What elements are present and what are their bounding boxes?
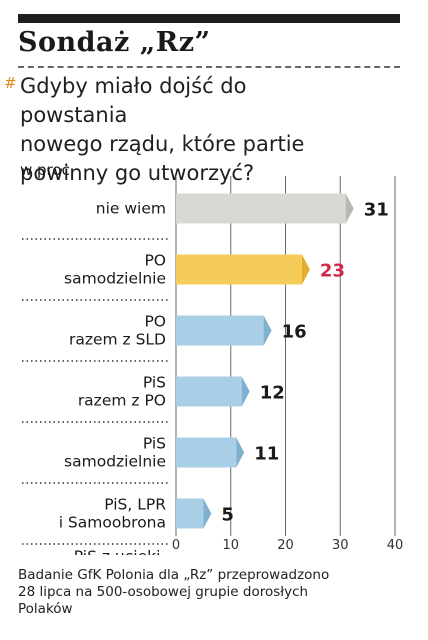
bar [176,193,346,224]
unit-label: w proc. [20,161,75,179]
value-label: 11 [254,444,279,465]
bar [176,498,204,529]
category-label: PO [144,252,166,270]
bar-end [263,315,272,346]
footnote: Badanie GfK Polonia dla „Rz” przeprowadz… [18,567,330,617]
x-tick-label: 40 [387,538,404,553]
dashed-divider [18,66,400,68]
category-label: i Samoobrona [59,514,166,532]
category-label: nie wiem [96,200,166,218]
category-label: PiS, LPR [104,496,166,514]
bar-end [241,376,250,407]
x-tick-label: 30 [332,538,349,553]
value-label: 31 [364,200,389,221]
category-label: PiS [143,435,166,453]
value-label: 16 [282,322,307,343]
bar-end [203,498,212,529]
category-label: razem z SLD [69,331,166,349]
x-tick-label: 10 [222,538,239,553]
value-label: 12 [260,383,285,404]
category-label: samodzielnie [64,270,166,288]
category-label: PiS z ucieki- [74,548,166,556]
bar [176,437,237,468]
page-title: Sondaż „Rz” [18,27,211,58]
top-rule [18,14,400,23]
category-label: PiS [143,374,166,392]
x-tick-label: 0 [172,538,180,553]
category-label: PO [144,313,166,331]
x-tick-label: 20 [277,538,294,553]
bar [176,315,264,346]
bar [176,376,242,407]
value-label: 23 [320,261,345,282]
bar-end [236,437,245,468]
value-label: 5 [221,505,234,526]
bar-end [301,254,310,285]
survey-question: Gdyby miało dojść do powstania nowego rz… [20,74,305,185]
category-label: samodzielnie [64,453,166,471]
bar-end [345,193,354,224]
hash-icon: # [4,74,17,92]
bar [176,254,302,285]
category-label: razem z PO [78,392,166,410]
